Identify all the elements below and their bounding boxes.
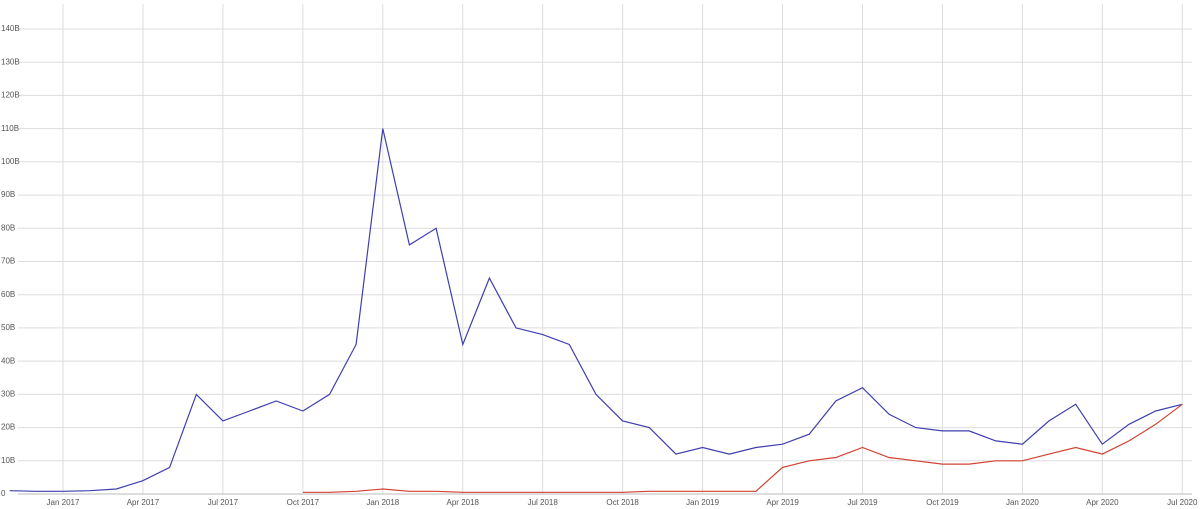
- x-tick-label: Apr 2018: [447, 498, 480, 507]
- series-line: [9, 128, 1183, 492]
- x-tick-label: Jan 2017: [47, 498, 80, 507]
- x-tick-label: Oct 2019: [926, 498, 959, 507]
- x-tick-label: Oct 2018: [606, 498, 639, 507]
- y-tick-label: 0: [1, 489, 6, 498]
- x-tick-label: Apr 2019: [766, 498, 799, 507]
- y-tick-label: 140B: [1, 24, 20, 33]
- y-tick-label: 80B: [1, 223, 15, 232]
- y-tick-label: 100B: [1, 157, 20, 166]
- y-tick-label: 20B: [1, 423, 15, 432]
- y-tick-label: 120B: [1, 91, 20, 100]
- y-tick-label: 50B: [1, 323, 15, 332]
- x-tick-label: Jul 2019: [847, 498, 878, 507]
- x-tick-label: Jul 2017: [208, 498, 239, 507]
- x-tick-label: Jan 2019: [686, 498, 719, 507]
- y-tick-label: 40B: [1, 356, 15, 365]
- x-tick-label: Apr 2020: [1086, 498, 1119, 507]
- x-tick-label: Apr 2017: [127, 498, 160, 507]
- x-tick-label: Jul 2020: [1167, 498, 1198, 507]
- y-tick-label: 130B: [1, 57, 20, 66]
- x-tick-label: Jan 2018: [366, 498, 399, 507]
- y-tick-label: 110B: [1, 124, 19, 133]
- x-tick-label: Jul 2018: [528, 498, 559, 507]
- x-tick-label: Jan 2020: [1006, 498, 1039, 507]
- y-tick-label: 10B: [1, 456, 15, 465]
- y-tick-label: 70B: [1, 257, 15, 266]
- y-tick-label: 60B: [1, 290, 15, 299]
- series-line: [302, 403, 1183, 493]
- y-tick-label: 30B: [1, 389, 15, 398]
- y-tick-label: 90B: [1, 190, 15, 199]
- x-tick-label: Oct 2017: [287, 498, 320, 507]
